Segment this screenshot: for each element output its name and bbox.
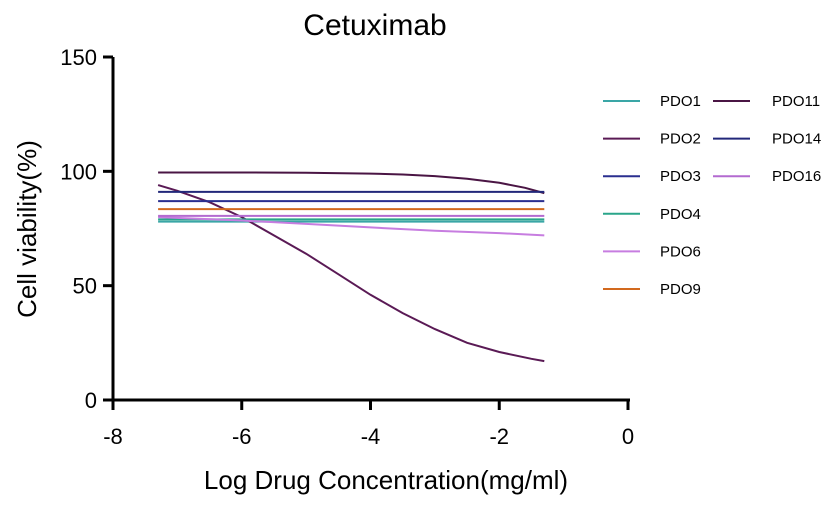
series-line-pdo11 (158, 171, 545, 195)
chart-title: Cetuximab (303, 9, 446, 42)
legend-label-pdo16: PDO16 (772, 168, 821, 185)
x-tick-label: -6 (232, 424, 252, 449)
legend: PDO1 PDO2 PDO3 PDO4 PDO6 PDO9 PDO11 PDO14 PDO16 (603, 93, 821, 298)
y-tick-label: 150 (60, 45, 97, 70)
y-axis-label: Cell viability(%) (12, 140, 42, 318)
y-tick-label: 50 (73, 274, 97, 299)
x-tick-label: -2 (489, 424, 509, 449)
legend-label-pdo9: PDO9 (660, 281, 701, 298)
series-lines (157, 171, 545, 363)
y-tick-label: 100 (60, 159, 97, 184)
legend-label-pdo11: PDO11 (772, 93, 820, 110)
ticks: -8 -6 -4 -2 0 0 50 100 150 (60, 45, 634, 449)
x-tick-label: -8 (103, 424, 123, 449)
legend-label-pdo3: PDO3 (660, 168, 701, 185)
legend-label-pdo6: PDO6 (660, 243, 701, 260)
y-tick-label: 0 (85, 388, 97, 413)
series-line-pdo6 (158, 216, 545, 237)
x-tick-label: 0 (622, 424, 634, 449)
series-line-pdo2 (157, 184, 545, 363)
x-axis-label: Log Drug Concentration(mg/ml) (204, 465, 568, 495)
legend-label-pdo2: PDO2 (660, 131, 701, 148)
axes (111, 57, 630, 402)
legend-label-pdo4: PDO4 (660, 206, 701, 223)
x-tick-label: -4 (361, 424, 381, 449)
legend-label-pdo1: PDO1 (660, 93, 701, 110)
legend-label-pdo14: PDO14 (772, 131, 821, 148)
